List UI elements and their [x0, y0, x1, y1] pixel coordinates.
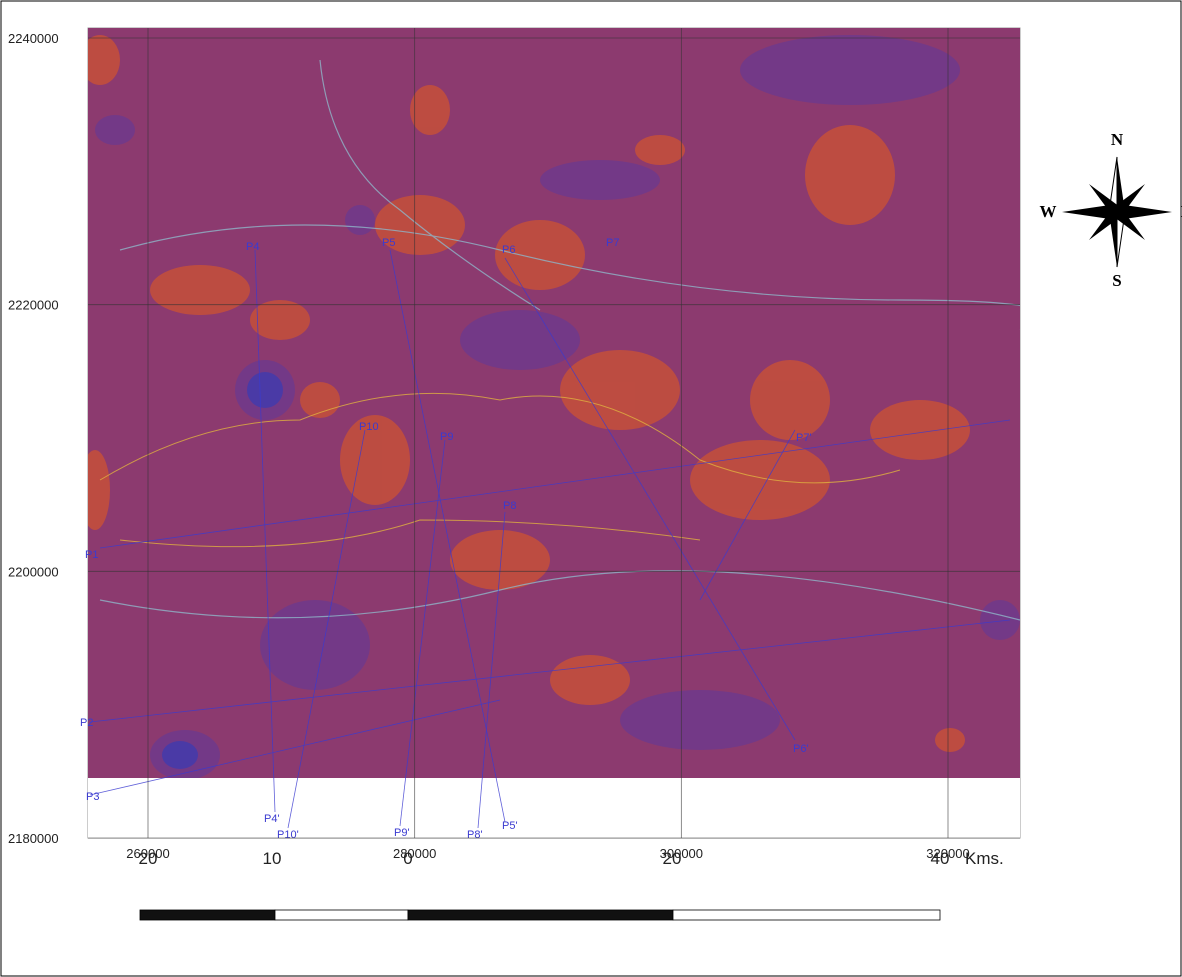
profile-label: P10' — [277, 829, 299, 841]
map-page: P1 P2 P3 P4 P4' P5 P5' P6 P6' P7 P7' P8 P8' P9 P9' P10 P… — [0, 0, 1182, 977]
profile-label: P4' — [264, 813, 280, 825]
profile-label: P8' — [467, 829, 483, 841]
map-margin — [88, 778, 1020, 838]
scale-label: 0 — [403, 849, 412, 868]
profile-label: P6 — [502, 244, 515, 256]
profile-label: P1 — [85, 549, 98, 561]
profile-label: P7' — [796, 432, 812, 444]
y-tick-label: 2180000 — [8, 831, 59, 846]
profile-label: P5 — [382, 237, 395, 249]
profile-label: P6' — [793, 743, 809, 755]
profile-label: P8 — [503, 500, 516, 512]
profile-label: P4 — [246, 241, 259, 253]
scale-label: 40 — [931, 849, 950, 868]
compass-north: N — [1111, 130, 1124, 149]
x-tick-label: 280000 — [393, 846, 436, 861]
profile-label: P10 — [359, 421, 379, 433]
y-tick-label: 2240000 — [8, 31, 59, 46]
scale-bar — [140, 910, 940, 920]
profile-label: P9' — [394, 827, 410, 839]
scale-label: 10 — [263, 849, 282, 868]
compass-south: S — [1112, 271, 1121, 290]
scale-unit: Kms. — [965, 849, 1004, 868]
profile-label: P5' — [502, 820, 518, 832]
y-tick-label: 2220000 — [8, 298, 59, 313]
profile-label: P9 — [440, 431, 453, 443]
compass-west: W — [1040, 202, 1057, 221]
profile-label: P3 — [86, 791, 99, 803]
profile-label: P2 — [80, 717, 93, 729]
scale-label: 20 — [663, 849, 682, 868]
scale-label: 20 — [139, 849, 158, 868]
y-tick-label: 2200000 — [8, 564, 59, 579]
anomaly-map — [80, 28, 1043, 780]
profile-label: P7 — [606, 237, 619, 249]
